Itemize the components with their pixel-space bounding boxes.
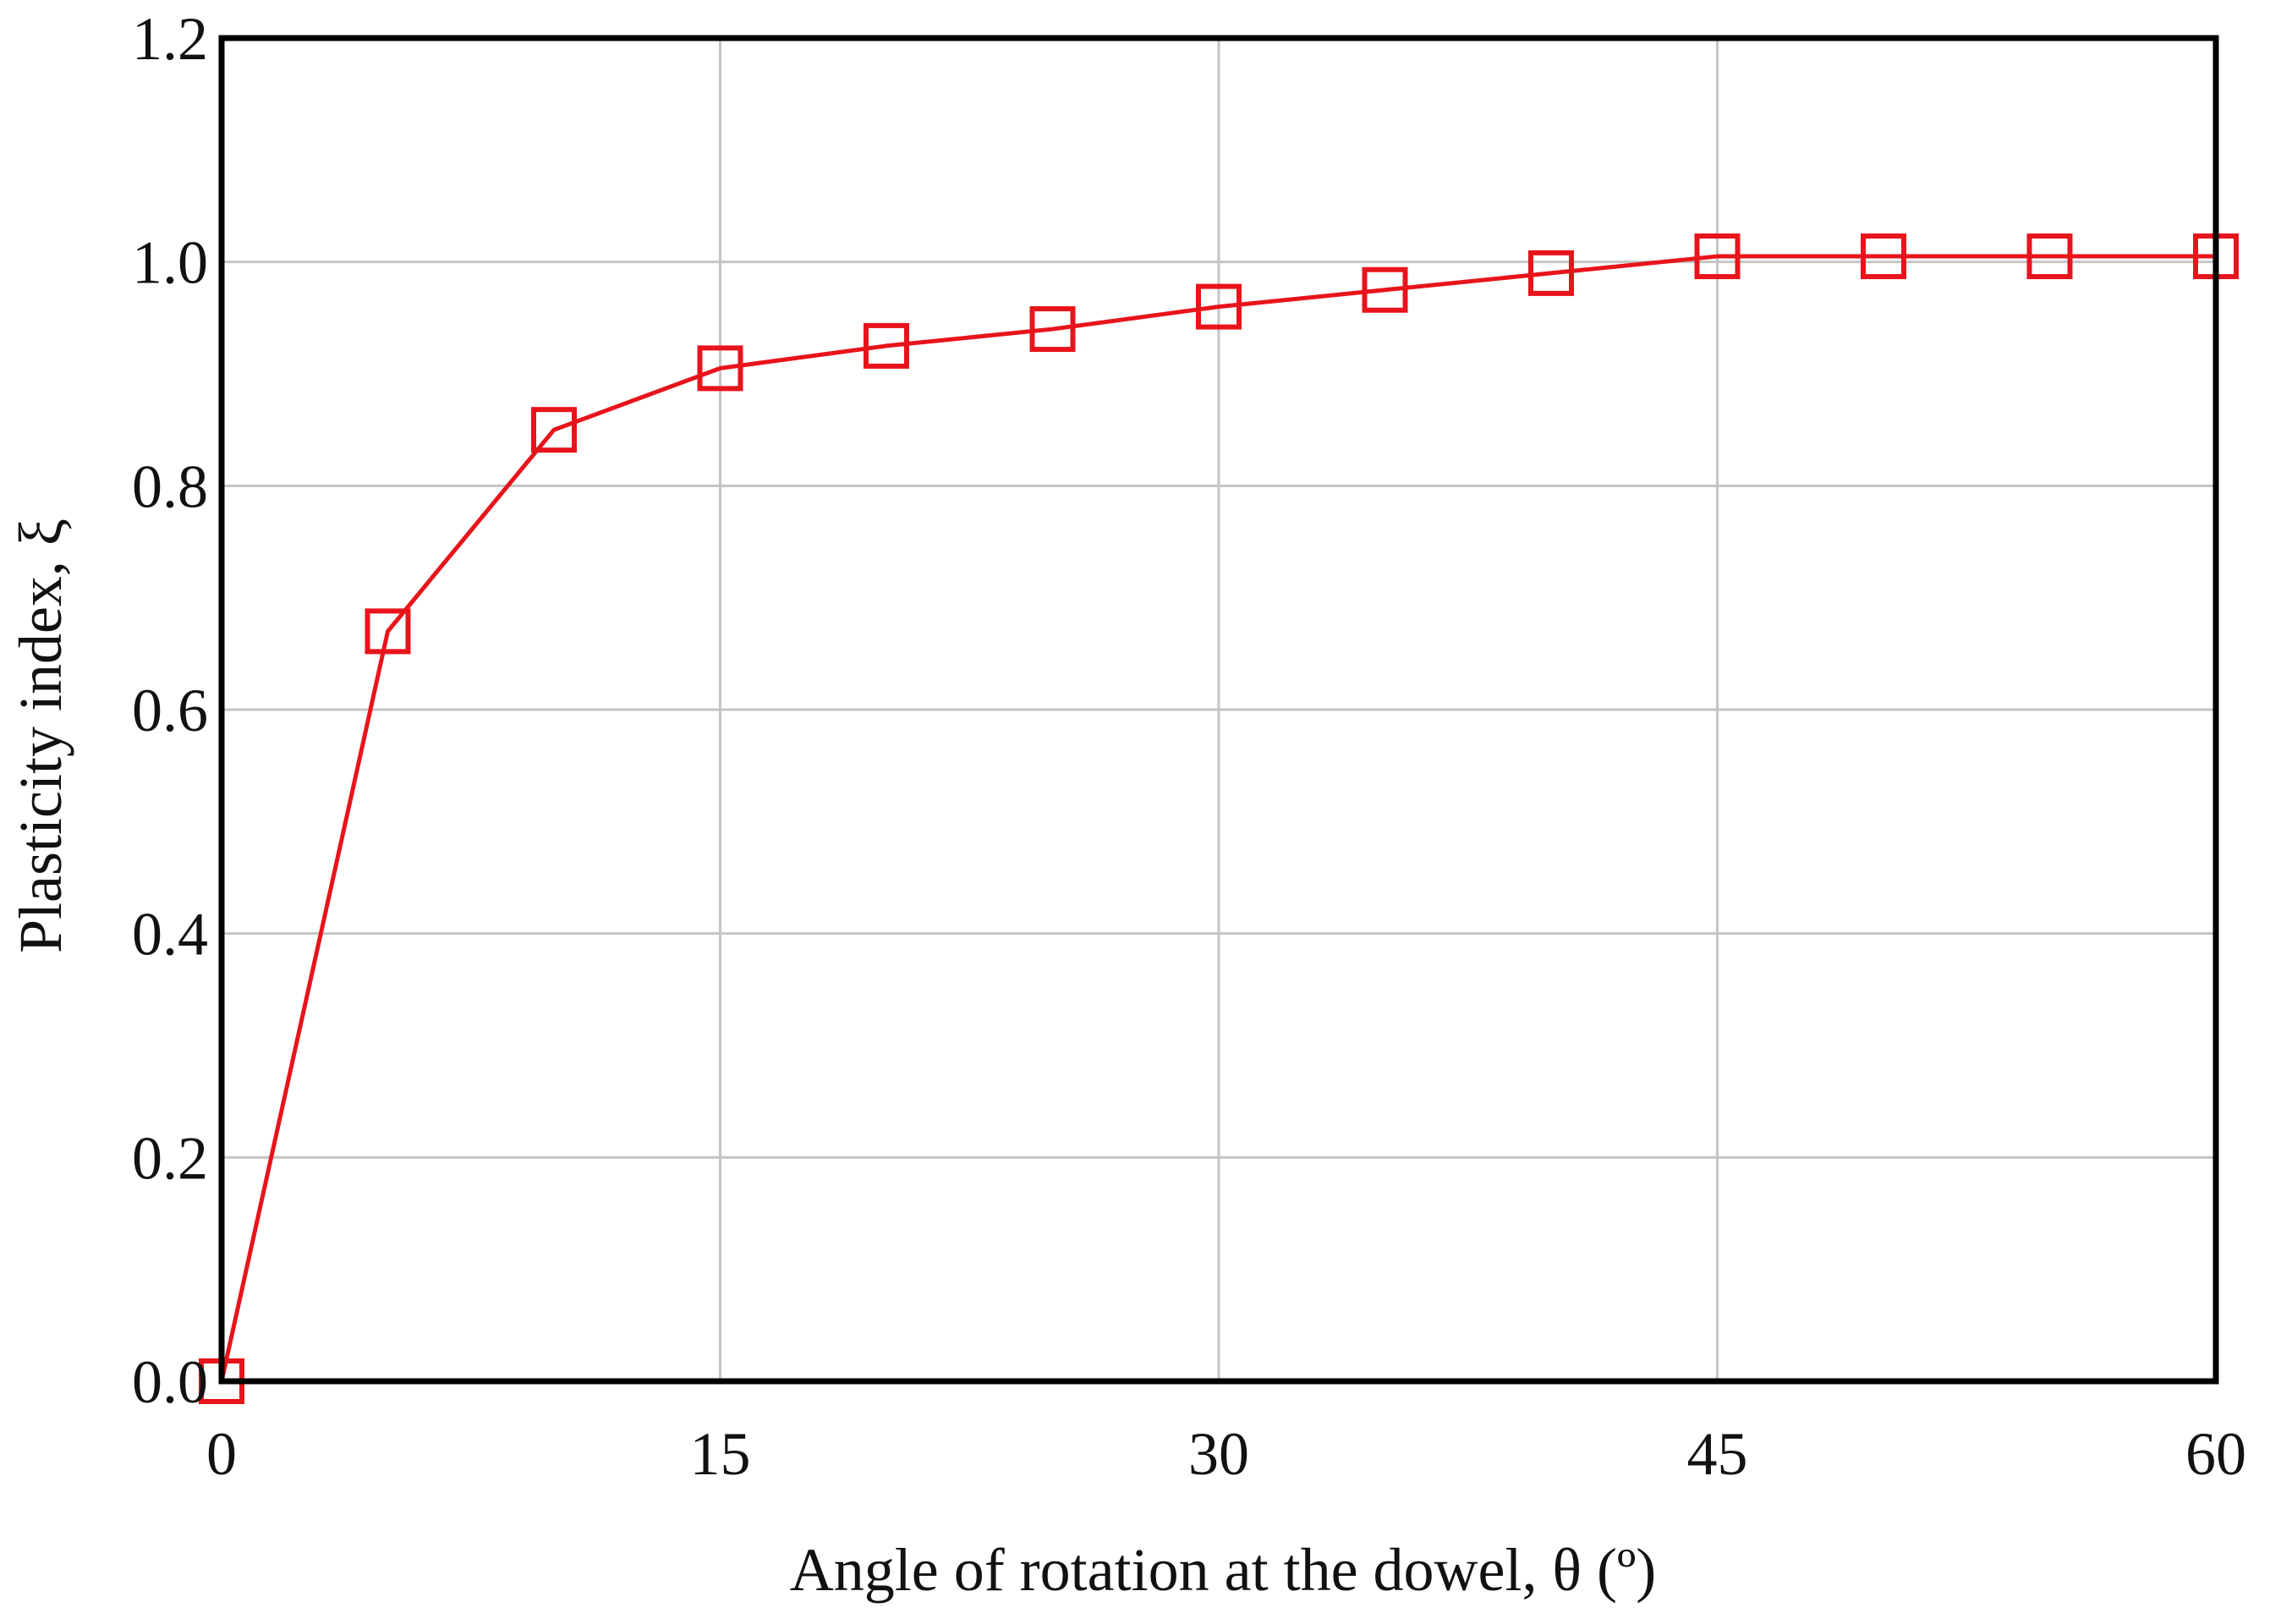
data-point-marker — [1528, 250, 1574, 296]
data-point-marker — [365, 608, 411, 655]
y-tick-label: 0.2 — [132, 1124, 208, 1192]
data-point-marker — [1196, 283, 1242, 330]
x-axis-title: Angle of rotation at the dowel, θ (º) — [790, 1536, 1657, 1604]
data-point-marker — [1029, 306, 1076, 353]
y-tick-label: 1.0 — [132, 229, 208, 297]
data-point-marker — [1861, 233, 1906, 280]
y-tick-label: 0.6 — [132, 677, 208, 744]
data-point-marker — [2026, 233, 2073, 280]
x-tick-label: 15 — [690, 1420, 751, 1488]
data-point-marker — [531, 407, 577, 453]
data-point-marker — [1694, 233, 1741, 280]
data-point-marker — [1362, 266, 1408, 313]
y-tick-label: 1.2 — [132, 5, 208, 73]
series-line — [219, 254, 2216, 1382]
x-tick-label: 0 — [206, 1420, 237, 1488]
plot-frame — [218, 35, 2219, 1385]
x-tick-label: 45 — [1687, 1420, 1748, 1488]
x-axis-ticks: 0 15 30 45 60 — [206, 1420, 2246, 1488]
y-tick-label: 0.0 — [132, 1348, 208, 1416]
data-point-marker — [864, 322, 909, 369]
gridlines — [222, 38, 2216, 1381]
y-axis-ticks: 0.0 0.2 0.4 0.6 0.8 1.0 1.2 — [132, 5, 208, 1416]
y-axis-title: Plasticity index, ξ — [7, 518, 74, 953]
y-tick-label: 0.8 — [132, 453, 208, 520]
data-point-marker — [697, 345, 743, 392]
x-tick-label: 30 — [1188, 1420, 1249, 1488]
y-tick-label: 0.4 — [132, 901, 208, 968]
x-tick-label: 60 — [2185, 1420, 2246, 1488]
